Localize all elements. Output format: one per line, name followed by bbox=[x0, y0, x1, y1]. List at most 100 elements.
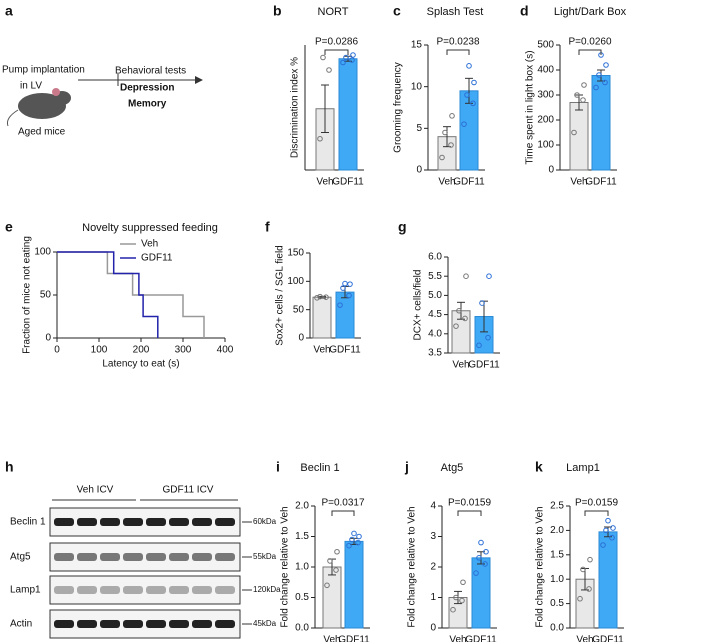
data-point bbox=[356, 533, 362, 540]
data-point bbox=[326, 67, 332, 73]
x-tick-label: GDF11 bbox=[453, 177, 485, 188]
data-point bbox=[571, 129, 577, 136]
data-point bbox=[460, 579, 466, 586]
data-point bbox=[355, 539, 361, 546]
x-tick-label: GDF11 bbox=[329, 345, 361, 356]
significance-bracket bbox=[446, 49, 470, 55]
y-tick-label: 0.5 bbox=[295, 592, 309, 603]
x-tick-label: Veh bbox=[313, 345, 330, 356]
band bbox=[123, 518, 143, 526]
p-value: P=0.0159 bbox=[448, 498, 492, 509]
data-point bbox=[347, 281, 353, 287]
panel-label: i bbox=[276, 459, 280, 475]
western-blot: h Veh ICV GDF11 ICV Beclin 1 60kDa Atg5 55k… bbox=[5, 459, 281, 639]
x-tick-label: 200 bbox=[133, 345, 150, 356]
data-point bbox=[317, 293, 323, 300]
band bbox=[54, 518, 74, 526]
y-axis-label: Discrimination index % bbox=[290, 57, 301, 158]
band bbox=[123, 620, 143, 628]
panel-label: g bbox=[398, 219, 407, 235]
band bbox=[169, 518, 189, 526]
band bbox=[54, 586, 74, 594]
x-tick-label: Veh bbox=[323, 635, 340, 642]
x-tick-label: Veh bbox=[316, 177, 333, 188]
data-point bbox=[470, 100, 476, 107]
data-point bbox=[340, 59, 346, 66]
data-point bbox=[593, 84, 599, 91]
band bbox=[192, 620, 212, 628]
data-point bbox=[449, 113, 455, 119]
data-point bbox=[580, 566, 586, 573]
y-axis-label: Fold change relative to Veh bbox=[535, 506, 546, 627]
data-point bbox=[463, 273, 469, 280]
x-tick-label: GDF11 bbox=[465, 635, 497, 642]
p-value: P=0.0159 bbox=[575, 498, 619, 509]
band bbox=[146, 620, 166, 628]
y-axis-label: Fraction of mice not eating bbox=[22, 236, 33, 354]
bar bbox=[598, 531, 618, 629]
row-label: Actin bbox=[10, 619, 32, 630]
data-point bbox=[327, 558, 333, 564]
band bbox=[54, 553, 74, 561]
band bbox=[100, 620, 120, 628]
data-point bbox=[461, 121, 467, 127]
mouse-ear bbox=[52, 88, 60, 96]
y-tick-label: 4 bbox=[430, 501, 436, 512]
significance-bracket bbox=[584, 510, 609, 516]
y-tick-label: 100 bbox=[287, 276, 304, 287]
size-label: 45kDa bbox=[253, 619, 277, 628]
diagram-text: Pump implantation bbox=[2, 65, 85, 76]
y-tick-label: 0 bbox=[45, 333, 51, 344]
y-tick-label: 4.5 bbox=[428, 309, 442, 320]
y-axis-label: Fold change relative to Veh bbox=[280, 506, 291, 627]
legend-label: GDF11 bbox=[141, 253, 173, 264]
band bbox=[100, 586, 120, 594]
data-point bbox=[453, 594, 459, 601]
bar bbox=[338, 58, 358, 171]
y-tick-label: 15 bbox=[411, 40, 423, 51]
y-tick-label: 400 bbox=[537, 65, 554, 76]
chart-title: Light/Dark Box bbox=[554, 6, 627, 18]
y-tick-label: 50 bbox=[293, 304, 305, 315]
data-point bbox=[482, 561, 488, 567]
y-tick-label: 100 bbox=[537, 140, 554, 151]
panel-label: j bbox=[404, 459, 409, 475]
data-point bbox=[349, 57, 355, 63]
data-point bbox=[605, 517, 611, 524]
data-point bbox=[485, 334, 491, 341]
y-tick-label: 100 bbox=[34, 247, 51, 258]
band bbox=[77, 518, 97, 526]
panel-label: c bbox=[393, 3, 401, 19]
band bbox=[123, 553, 143, 561]
data-point bbox=[342, 280, 348, 287]
data-point bbox=[473, 570, 479, 576]
data-point bbox=[581, 82, 587, 88]
x-tick-label: Veh bbox=[449, 635, 466, 642]
p-value: P=0.0238 bbox=[436, 37, 480, 48]
data-point bbox=[439, 154, 445, 161]
data-point bbox=[442, 129, 448, 136]
data-point bbox=[317, 135, 323, 142]
data-point bbox=[350, 52, 356, 58]
chart-title: Splash Test bbox=[427, 6, 484, 18]
p-value: P=0.0260 bbox=[568, 37, 612, 48]
y-tick-label: 5.5 bbox=[428, 271, 442, 282]
band bbox=[123, 586, 143, 594]
data-point bbox=[450, 606, 456, 613]
band bbox=[77, 620, 97, 628]
data-point bbox=[324, 582, 330, 589]
x-tick-label: 0 bbox=[54, 345, 60, 356]
data-point bbox=[580, 97, 586, 103]
data-point bbox=[448, 142, 454, 148]
y-tick-label: 1.5 bbox=[295, 531, 309, 542]
data-point bbox=[577, 595, 583, 602]
band bbox=[192, 586, 212, 594]
x-tick-label: GDF11 bbox=[338, 635, 370, 642]
row-label: Beclin 1 bbox=[10, 517, 46, 528]
band bbox=[215, 518, 235, 526]
x-tick-label: 300 bbox=[175, 345, 192, 356]
data-point bbox=[351, 530, 357, 537]
y-tick-label: 2.5 bbox=[550, 501, 564, 512]
y-tick-label: 500 bbox=[537, 40, 554, 51]
